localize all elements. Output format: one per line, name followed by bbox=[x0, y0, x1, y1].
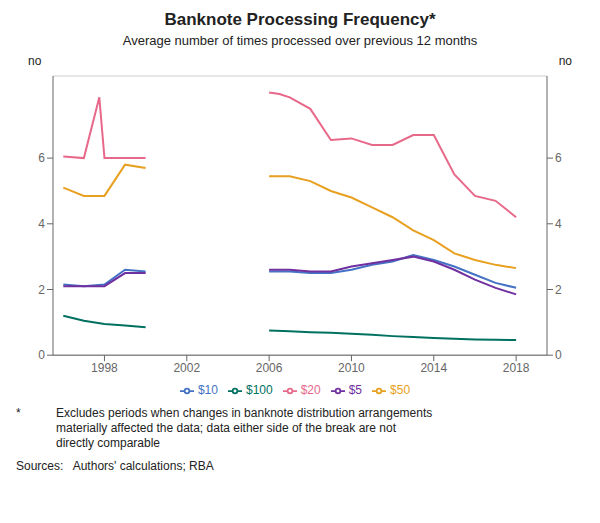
html-text:$50: $50 bbox=[390, 383, 411, 398]
html-text:Sources: Authors' calculations: Sources: Authors' calculations; RBA bbox=[16, 459, 214, 473]
svg-text:2014: 2014 bbox=[420, 361, 447, 375]
svg-text:6: 6 bbox=[555, 151, 562, 165]
html-text:Average number of times proces: Average number of times processed over p… bbox=[122, 33, 478, 48]
svg-text:2002: 2002 bbox=[173, 361, 200, 375]
svg-text:1998: 1998 bbox=[91, 361, 118, 375]
html-text:$20: $20 bbox=[300, 383, 321, 398]
svg-text:0: 0 bbox=[555, 348, 562, 362]
html-text:no: no bbox=[28, 54, 42, 68]
svg-text:6: 6 bbox=[38, 151, 45, 165]
html-text:$5: $5 bbox=[348, 383, 362, 398]
svg-text:4: 4 bbox=[38, 217, 45, 231]
svg-text:4: 4 bbox=[555, 217, 562, 231]
html-text:$10: $10 bbox=[197, 383, 218, 398]
html-text:no: no bbox=[558, 54, 572, 68]
svg-text:2006: 2006 bbox=[256, 361, 283, 375]
svg-text:2: 2 bbox=[555, 283, 562, 297]
svg-text:2010: 2010 bbox=[338, 361, 365, 375]
svg-text:2: 2 bbox=[38, 283, 45, 297]
svg-text:2018: 2018 bbox=[503, 361, 530, 375]
svg-text:0: 0 bbox=[38, 348, 45, 362]
html-text:Excludes periods when changes: Excludes periods when changes in banknot… bbox=[56, 406, 433, 450]
html-text:Banknote Processing Frequency*: Banknote Processing Frequency* bbox=[164, 10, 436, 29]
html-text:$100: $100 bbox=[246, 383, 273, 398]
